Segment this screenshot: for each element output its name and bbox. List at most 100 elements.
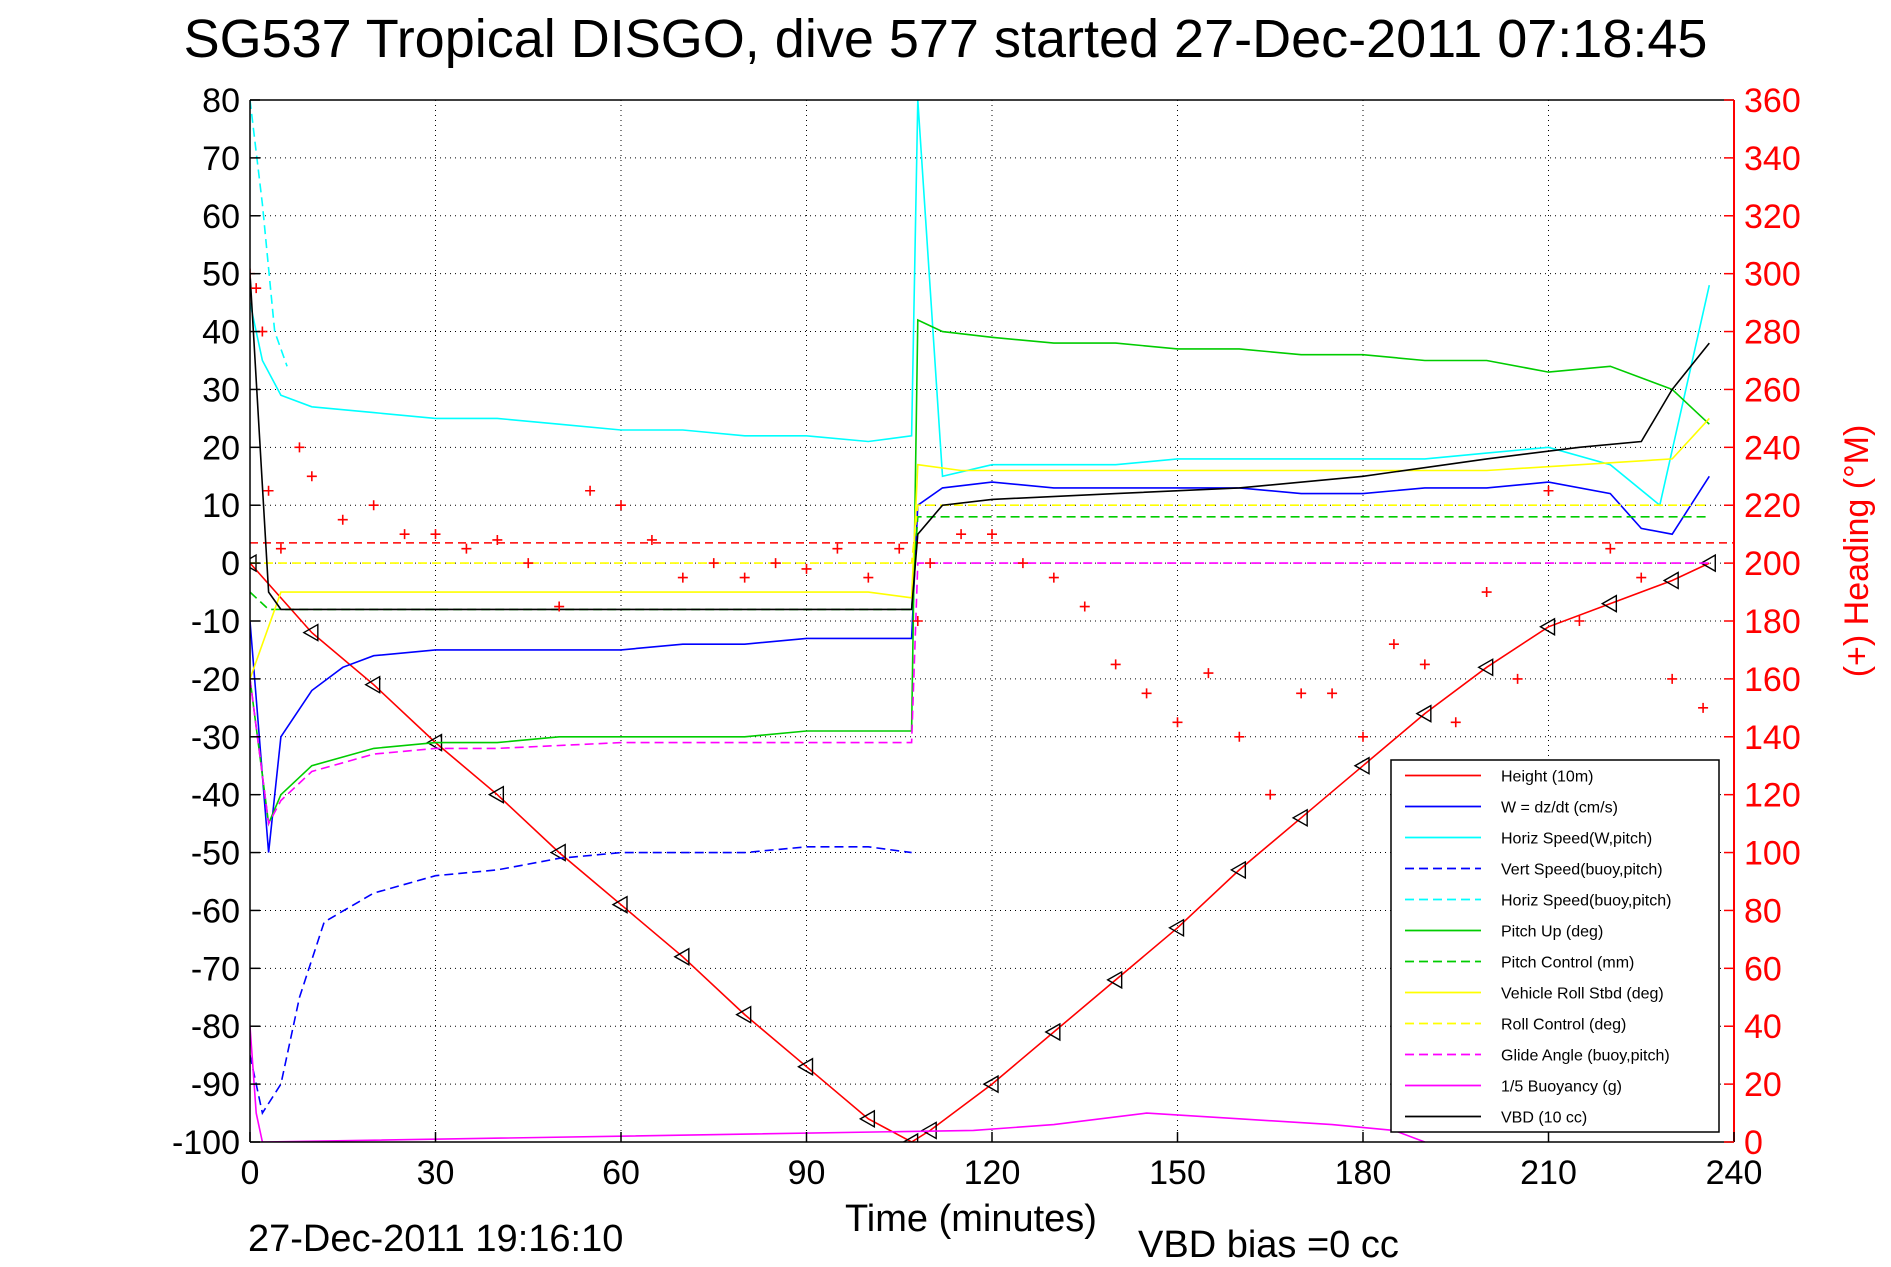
series-line-6	[250, 515, 1710, 611]
y2-tick-label: 180	[1744, 603, 1801, 641]
x-tick-label: 180	[1335, 1154, 1392, 1192]
x-tick-label: 150	[1149, 1154, 1206, 1192]
y2-tick-label: 20	[1744, 1066, 1782, 1104]
heading-point	[987, 529, 997, 540]
heading-point	[1110, 659, 1121, 670]
legend-label-10: 1/5 Buoyancy (g)	[1501, 1079, 1622, 1096]
y-tick-label: -30	[191, 719, 240, 757]
heading-point	[1017, 558, 1028, 569]
x-tick-label: 210	[1520, 1154, 1577, 1192]
y-tick-label: -20	[191, 661, 240, 699]
y2-tick-label: 80	[1744, 892, 1782, 930]
axes: 0 30 60 90 120 150 180 210 24080706050403020100-…	[172, 82, 1876, 1192]
series-line-8	[250, 504, 1710, 564]
heading-point	[1419, 659, 1430, 670]
y-tick-label: -80	[191, 1008, 240, 1046]
y-tick-label: 60	[202, 198, 240, 236]
heading-point	[894, 543, 905, 554]
y2-tick-label: 60	[1744, 950, 1782, 988]
height-marker	[302, 623, 319, 642]
heading-point	[1636, 572, 1647, 583]
heading-point	[801, 563, 812, 574]
height-marker	[1699, 553, 1716, 573]
height-marker	[1662, 571, 1679, 590]
heading-point	[275, 543, 286, 554]
height-marker	[902, 1132, 919, 1142]
heading-point	[912, 616, 923, 626]
series-line-11	[250, 273, 1710, 611]
heading-point	[1203, 668, 1214, 679]
height-marker	[1353, 756, 1370, 775]
legend-label-4: Horiz Speed(buoy,pitch)	[1501, 893, 1671, 910]
heading-point	[294, 442, 305, 453]
heading-point	[616, 500, 626, 511]
height-marker	[1229, 860, 1247, 880]
y-tick-label: 0	[221, 545, 240, 583]
legend-label-0: Height (10m)	[1501, 769, 1593, 786]
height-marker	[1168, 918, 1185, 938]
y2-tick-label: 0	[1744, 1124, 1763, 1162]
x-tick-label: 240	[1706, 1154, 1763, 1192]
height-marker	[1106, 970, 1123, 990]
legend-label-6: Pitch Control (mm)	[1501, 955, 1634, 972]
heading-point	[1048, 572, 1059, 583]
height-marker	[1044, 1022, 1061, 1042]
y2-tick-label: 340	[1744, 140, 1801, 178]
height-marker	[735, 1005, 752, 1024]
grid	[250, 100, 1734, 1142]
heading-point	[368, 500, 379, 511]
heading-point	[1358, 731, 1368, 742]
heading-point	[306, 471, 317, 482]
y-tick-label: 70	[202, 140, 240, 178]
height-marker	[1291, 808, 1308, 828]
heading-point	[925, 558, 936, 569]
heading-point	[832, 543, 843, 554]
heading-point	[739, 572, 750, 583]
y2-tick-label: 40	[1744, 1008, 1782, 1046]
x-tick-label: 90	[788, 1154, 826, 1192]
footer-date: 27-Dec-2011 19:16:10	[248, 1218, 624, 1260]
y2-axis-label: (+) Heading (°M)	[1838, 425, 1876, 678]
heading-point	[263, 485, 274, 496]
legend-label-11: VBD (10 cc)	[1501, 1110, 1587, 1127]
height-marker	[673, 947, 690, 966]
y2-tick-label: 260	[1744, 371, 1801, 409]
y2-tick-label: 200	[1744, 545, 1801, 583]
series-line-2	[250, 100, 1711, 507]
legend: Height (10m) W = dz/dt (cm/s) Horiz Speed(…	[1390, 759, 1720, 1133]
series-line-3	[250, 845, 912, 1116]
heading-point	[1543, 485, 1554, 496]
height-marker	[487, 785, 505, 804]
heading-point	[1388, 639, 1399, 650]
heading-point	[1450, 717, 1461, 728]
height-marker	[1415, 704, 1432, 723]
y-tick-label: 30	[202, 371, 240, 409]
heading-point	[1234, 731, 1245, 742]
series-line-9	[250, 562, 1710, 827]
heading-point	[585, 485, 596, 496]
legend-label-2: Horiz Speed(W,pitch)	[1501, 831, 1652, 848]
height-marker	[858, 1109, 876, 1129]
y2-tick-label: 140	[1744, 719, 1801, 757]
y2-tick-label: 220	[1744, 487, 1801, 525]
heading-point	[646, 534, 657, 545]
height-marker	[364, 675, 381, 694]
height-marker	[611, 895, 628, 914]
legend-label-9: Glide Angle (buoy,pitch)	[1501, 1048, 1670, 1065]
heading-point	[1512, 673, 1523, 684]
heading-point	[337, 514, 348, 525]
series-line-5	[250, 318, 1710, 827]
y2-tick-label: 120	[1744, 777, 1801, 815]
legend-label-7: Vehicle Roll Stbd (deg)	[1501, 986, 1664, 1003]
heading-point	[251, 283, 262, 294]
legend-label-8: Roll Control (deg)	[1501, 1017, 1626, 1034]
height-marker	[1477, 658, 1494, 677]
height-marker	[797, 1057, 814, 1076]
height-marker	[1539, 617, 1556, 636]
legend-label-5: Pitch Up (deg)	[1501, 924, 1603, 941]
vbd-bias-label: VBD bias =0 cc	[1138, 1224, 1399, 1266]
series-line-4	[250, 100, 288, 367]
heading-point	[1172, 717, 1183, 728]
heading-point	[1265, 789, 1276, 800]
y2-tick-label: 240	[1744, 429, 1801, 467]
